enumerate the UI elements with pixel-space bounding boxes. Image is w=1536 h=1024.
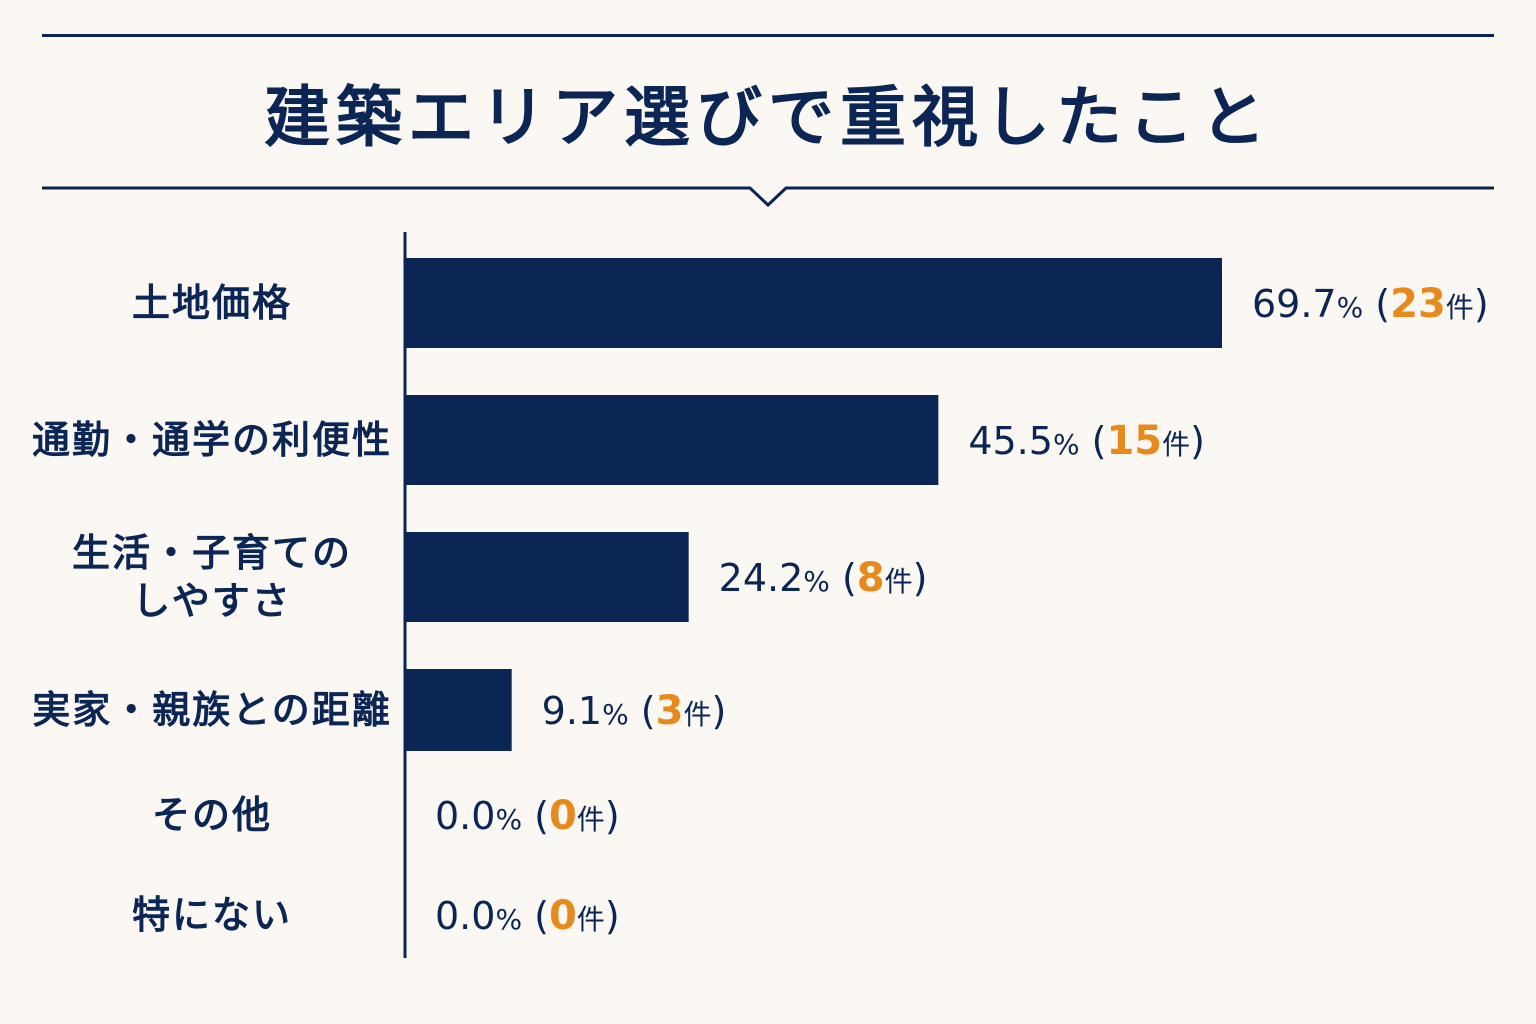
bar-2 <box>405 532 689 622</box>
title-underline <box>42 186 1494 208</box>
top-rule <box>42 34 1494 37</box>
category-label-3: 実家・親族との距離 <box>32 688 392 732</box>
value-label-3: 9.1% (3件) <box>542 688 727 734</box>
bar-1 <box>405 395 939 485</box>
value-label-2: 24.2% (8件) <box>719 555 928 601</box>
value-label-4: 0.0% (0件) <box>435 793 620 839</box>
bar-3 <box>405 669 512 751</box>
category-label-2: 生活・子育てのしやすさ <box>72 531 352 623</box>
value-label-0: 69.7% (23件) <box>1252 281 1489 327</box>
chart-title: 建築エリア選びで重視したこと <box>264 79 1272 156</box>
category-label-4: その他 <box>152 793 272 837</box>
bar-0 <box>405 258 1222 348</box>
category-label-1: 通勤・通学の利便性 <box>32 418 392 462</box>
category-label-5: 特にない <box>132 893 292 937</box>
value-label-1: 45.5% (15件) <box>968 418 1205 464</box>
category-label-0: 土地価格 <box>132 281 292 325</box>
value-label-5: 0.0% (0件) <box>435 893 620 939</box>
